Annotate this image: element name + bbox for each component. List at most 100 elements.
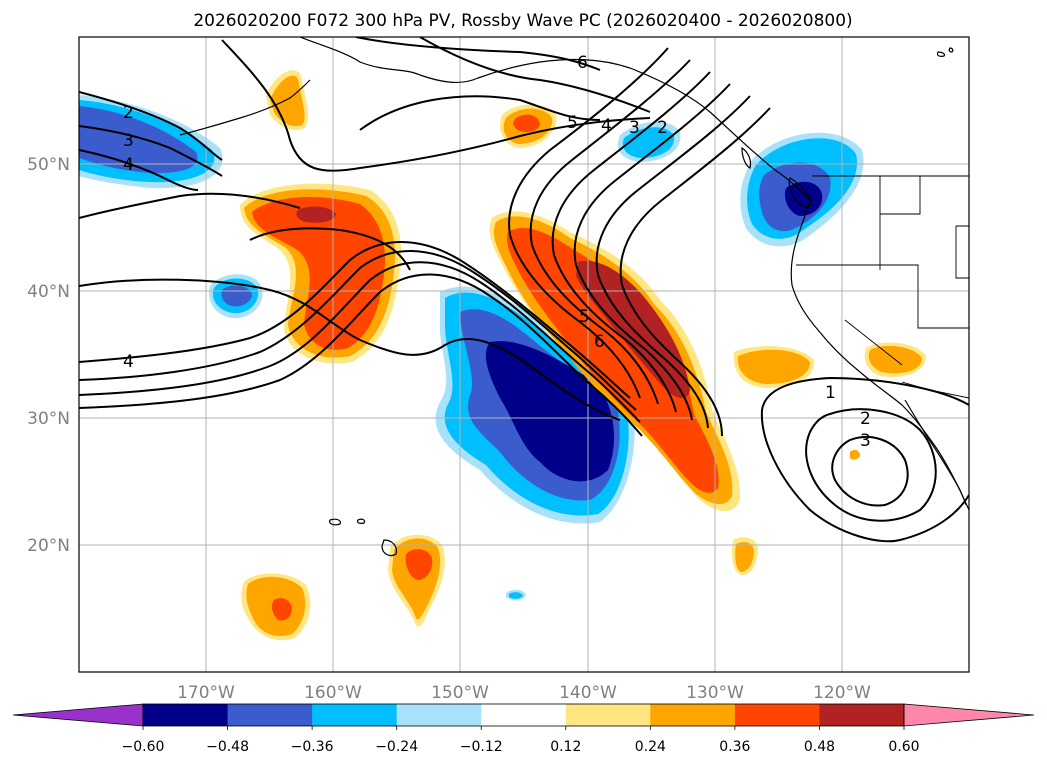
- contour-label: 2: [657, 118, 668, 138]
- colorbar-cell: [565, 704, 651, 726]
- contour-cutoff-2: [805, 408, 937, 522]
- lon-tick-label: 170°W: [177, 683, 235, 703]
- lat-tick-label: 40°N: [27, 282, 70, 302]
- colorbar-tick-label: −0.60: [122, 739, 165, 755]
- colorbar-tick-label: −0.24: [375, 739, 418, 755]
- colorbar-cell: [143, 704, 229, 726]
- lon-tick-label: 140°W: [559, 683, 617, 703]
- border-state-5: [880, 176, 921, 215]
- colorbar-cell: [819, 704, 905, 726]
- contour-label: 6: [594, 332, 605, 352]
- contour-west-lower: [79, 192, 301, 219]
- colorbar-extend-low: [12, 703, 144, 727]
- contour-ridge-inner-3: [551, 71, 711, 413]
- contour-ridge-6: [355, 37, 601, 71]
- lat-tick-labels: 20°N 30°N 40°N 50°N: [27, 155, 70, 556]
- contour-label: 5: [579, 307, 590, 327]
- lon-tick-label: 130°W: [686, 683, 744, 703]
- colorbar-cell: [312, 704, 398, 726]
- contour-label: 6: [577, 53, 588, 73]
- contour-cutoff-1: [760, 376, 969, 543]
- lon-tick-label: 120°W: [813, 683, 871, 703]
- contour-ridge-inner-6: [619, 107, 771, 437]
- contour-label: 3: [123, 131, 134, 151]
- contour-label: 4: [123, 352, 134, 372]
- coast-haida-gwaii: [741, 146, 752, 169]
- contour-ridge-inner-4: [573, 83, 731, 421]
- shade-red-south: [271, 598, 292, 621]
- contour-label: 1: [825, 383, 836, 403]
- shade-blue-small: [509, 592, 523, 599]
- coast-alaska: [299, 37, 811, 201]
- pv-shading: [79, 70, 926, 641]
- coast-aleutians: [179, 79, 311, 136]
- coast-baja: [904, 399, 967, 506]
- contour-label: 2: [860, 409, 871, 429]
- shade-red-gulf: [513, 114, 540, 132]
- shade-red-central-ridge: [506, 228, 719, 493]
- shade-orange-tiny: [850, 449, 860, 460]
- colorbar: −0.60 −0.48 −0.36 −0.24 −0.12 0.12 0.24 0.36 0.4…: [12, 703, 1035, 755]
- contour-label: 2: [123, 103, 134, 123]
- contour-label: 4: [601, 116, 612, 136]
- contour-label: 3: [860, 431, 871, 451]
- contour-label: 5: [567, 113, 578, 133]
- border-state-4: [844, 319, 903, 366]
- border-state-3: [955, 225, 969, 279]
- colorbar-ticks: [142, 726, 905, 730]
- contour-northwest-3: [79, 125, 223, 177]
- shade-red-hawaii: [405, 549, 433, 580]
- colorbar-cell: [481, 704, 567, 726]
- border-state-2: [796, 264, 969, 329]
- map-title: 2026020200 F072 300 hPa PV, Rossby Wave …: [193, 11, 852, 31]
- colorbar-cell: [396, 704, 482, 726]
- shade-darkred-northwest-ridge: [296, 206, 336, 223]
- colorbar-tick-label: −0.36: [291, 739, 334, 755]
- contour-trough-5: [79, 273, 643, 437]
- colorbar-tick-label: −0.48: [206, 739, 249, 755]
- colorbar-cell: [734, 704, 820, 726]
- lat-tick-label: 20°N: [27, 536, 70, 556]
- contour-cutoff-3: [831, 435, 909, 507]
- colorbar-tick-label: 0.36: [719, 739, 750, 755]
- colorbar-tick-label: 0.60: [888, 739, 919, 755]
- contour-ridge-inner-5: [595, 95, 751, 429]
- contour-trough-3: [79, 250, 637, 411]
- contour-trough-2: [79, 241, 631, 399]
- contour-trough-1: [79, 278, 621, 421]
- map-frame: [78, 36, 970, 673]
- shade-orange-sub: [735, 542, 754, 572]
- contour-ridge-inner-2: [529, 59, 691, 405]
- gridlines: [79, 37, 969, 672]
- shade-blue-gulf-low: [622, 127, 675, 158]
- colorbar-cell: [650, 704, 736, 726]
- coast-islands-east: [936, 47, 954, 57]
- colorbar-tick-label: 0.12: [550, 739, 581, 755]
- contour-label: 3: [629, 118, 640, 138]
- colorbar-cells: [143, 704, 905, 726]
- shade-orange-east-ridge: [737, 349, 810, 384]
- colorbar-tick-label: 0.48: [804, 739, 835, 755]
- coastlines: [179, 37, 969, 557]
- map-panel: 2 3 4 4 6 5 4 3 2 5 6 1 2 3: [78, 36, 970, 673]
- coast-hawaii: [329, 518, 397, 557]
- colorbar-cell: [227, 704, 313, 726]
- shade-red-northwest-ridge: [252, 197, 385, 350]
- contour-northwest-2: [79, 91, 223, 161]
- colorbar-labels: −0.60 −0.48 −0.36 −0.24 −0.12 0.12 0.24 0.36 0.4…: [122, 739, 920, 755]
- lon-tick-label: 150°W: [431, 683, 489, 703]
- colorbar-tick-label: 0.24: [635, 739, 666, 755]
- contour-labels: 2 3 4 4 6 5 4 3 2 5 6 1 2 3: [123, 53, 871, 451]
- lat-tick-label: 50°N: [27, 155, 70, 175]
- coast-vancouver-island: [788, 177, 813, 208]
- lon-tick-labels: 170°W 160°W 150°W 140°W 130°W 120°W: [177, 683, 871, 703]
- contour-ridge-outer: [221, 39, 651, 172]
- contour-ridge-5b: [419, 37, 651, 113]
- contour-label: 4: [123, 155, 134, 175]
- pv-contours: [79, 37, 969, 543]
- shade-blue-coast-low-core: [784, 181, 823, 216]
- borders: [796, 175, 969, 399]
- colorbar-extend-high: [903, 703, 1035, 727]
- contour-northwest-4: [79, 149, 199, 191]
